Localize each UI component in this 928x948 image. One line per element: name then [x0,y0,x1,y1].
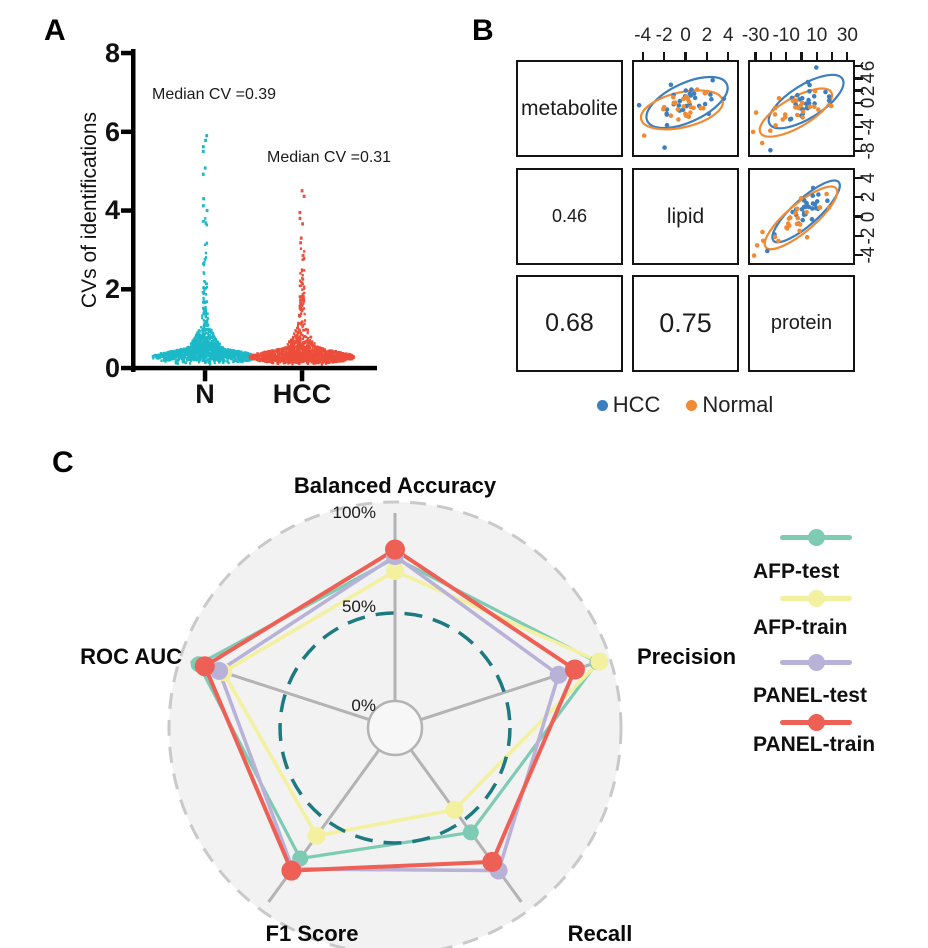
b-cell-scatter-lipid-protein [748,168,855,265]
c-axis-balanced-accuracy: Balanced Accuracy [293,473,497,498]
c-legend-label-afp-test: AFP-test [753,560,840,583]
b-legend-item-normal: Normal [686,392,773,418]
c-legend-label-afp-train: AFP-train [753,616,848,639]
scatter-metabolite-lipid [636,75,729,150]
b-right-tick-label: 2 [858,85,879,96]
b-top-tick-label: 0 [680,25,691,46]
a-y-axis-title: CVs of identifications [78,111,101,309]
b-top-tick-label: 2 [701,25,713,46]
scatter-lipid-protein [751,179,841,258]
b-legend-item-hcc: HCC [596,392,661,418]
b-legend-label-hcc: HCC [612,392,661,417]
b-cell-corr-046: 0.46 [516,168,623,265]
panel-c-label: C [52,446,74,479]
c-radial-0: 0% [351,696,376,715]
c-radial-100: 100% [332,503,376,522]
b-top-tick-label: -4 [634,25,652,46]
c-legend-label-panel-test: PANEL-test [753,684,867,707]
panel-b-label: B [472,14,494,47]
a-ytick-4: 4 [104,195,120,225]
c-axis-recall: Recall [567,921,633,946]
b-right-tick-label: -2 [858,227,879,245]
normal-dot-icon [686,399,698,411]
b-top-tick-label: 10 [806,25,828,46]
c-legend-icon-afp-test [780,529,852,546]
b-cell-scatter-metabolite-lipid [632,60,739,157]
b-cell-corr-075: 0.75 [632,275,739,372]
cv-beeswarm-plot [121,49,377,382]
c-legend-icon-afp-train [780,590,852,607]
a-xcat-n: N [195,379,215,409]
a-xcat-hcc: HCC [272,379,332,409]
c-axis-precision: Precision [637,644,737,669]
a-annotation-median-hcc: Median CV =0.31 [267,149,392,166]
b-top-tick-label: -30 [741,25,770,46]
b-right-tick-label: -4 [858,246,879,264]
b-top-tick-label: -10 [772,25,800,46]
b-top-tick-label: 4 [723,25,734,46]
c-legend-icon-panel-train [780,714,852,731]
b-cell-corr-068: 0.68 [516,275,623,372]
b-right-tick-label: 4 [858,73,879,84]
a-ytick-6: 6 [104,117,120,147]
panel-test-dot-icon [808,654,825,671]
a-ytick-2: 2 [104,274,120,304]
radar-chart [167,500,623,948]
b-legend: HCC Normal [500,392,870,418]
b-cell-protein: protein [748,275,855,372]
c-legend-icon-panel-test [780,654,852,671]
b-top-tick-label: -2 [655,25,673,46]
panel-train-dot-icon [808,714,825,731]
b-legend-label-normal: Normal [702,392,774,417]
c-axis-roc-auc: ROC AUC [80,644,182,669]
b-cell-metabolite: metabolite [516,60,623,157]
b-right-tick-label: 6 [858,61,879,72]
b-right-tick-label: 0 [858,97,879,108]
b-top-tick-label: 30 [836,25,858,46]
b-right-tick-label: 2 [858,191,879,203]
panel-a-label: A [44,14,66,47]
afp-test-dot-icon [808,529,825,546]
a-ytick-8: 8 [104,38,120,68]
b-right-tick-label: -8 [858,142,879,160]
a-annotation-median-n: Median CV =0.39 [152,86,277,103]
scatter-metabolite-protein [750,65,845,153]
b-right-tick-label: 4 [858,172,879,183]
b-cell-scatter-metabolite-protein [748,60,855,157]
c-axis-f1-score: F1 Score [265,921,359,946]
c-legend-label-panel-train: PANEL-train [753,733,876,756]
afp-train-dot-icon [808,590,825,607]
c-radial-50: 50% [341,597,376,616]
hcc-dot-icon [596,399,608,411]
a-ytick-0: 0 [104,353,120,383]
b-cell-lipid: lipid [632,168,739,265]
b-right-tick-label: -4 [858,118,879,136]
b-right-tick-label: 0 [858,211,879,222]
